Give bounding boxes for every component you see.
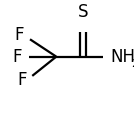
Text: F: F — [17, 71, 27, 89]
Text: S: S — [78, 3, 88, 21]
Text: F: F — [12, 48, 21, 66]
Text: F: F — [15, 26, 24, 44]
Text: 2: 2 — [131, 59, 134, 69]
Text: NH: NH — [110, 48, 134, 66]
